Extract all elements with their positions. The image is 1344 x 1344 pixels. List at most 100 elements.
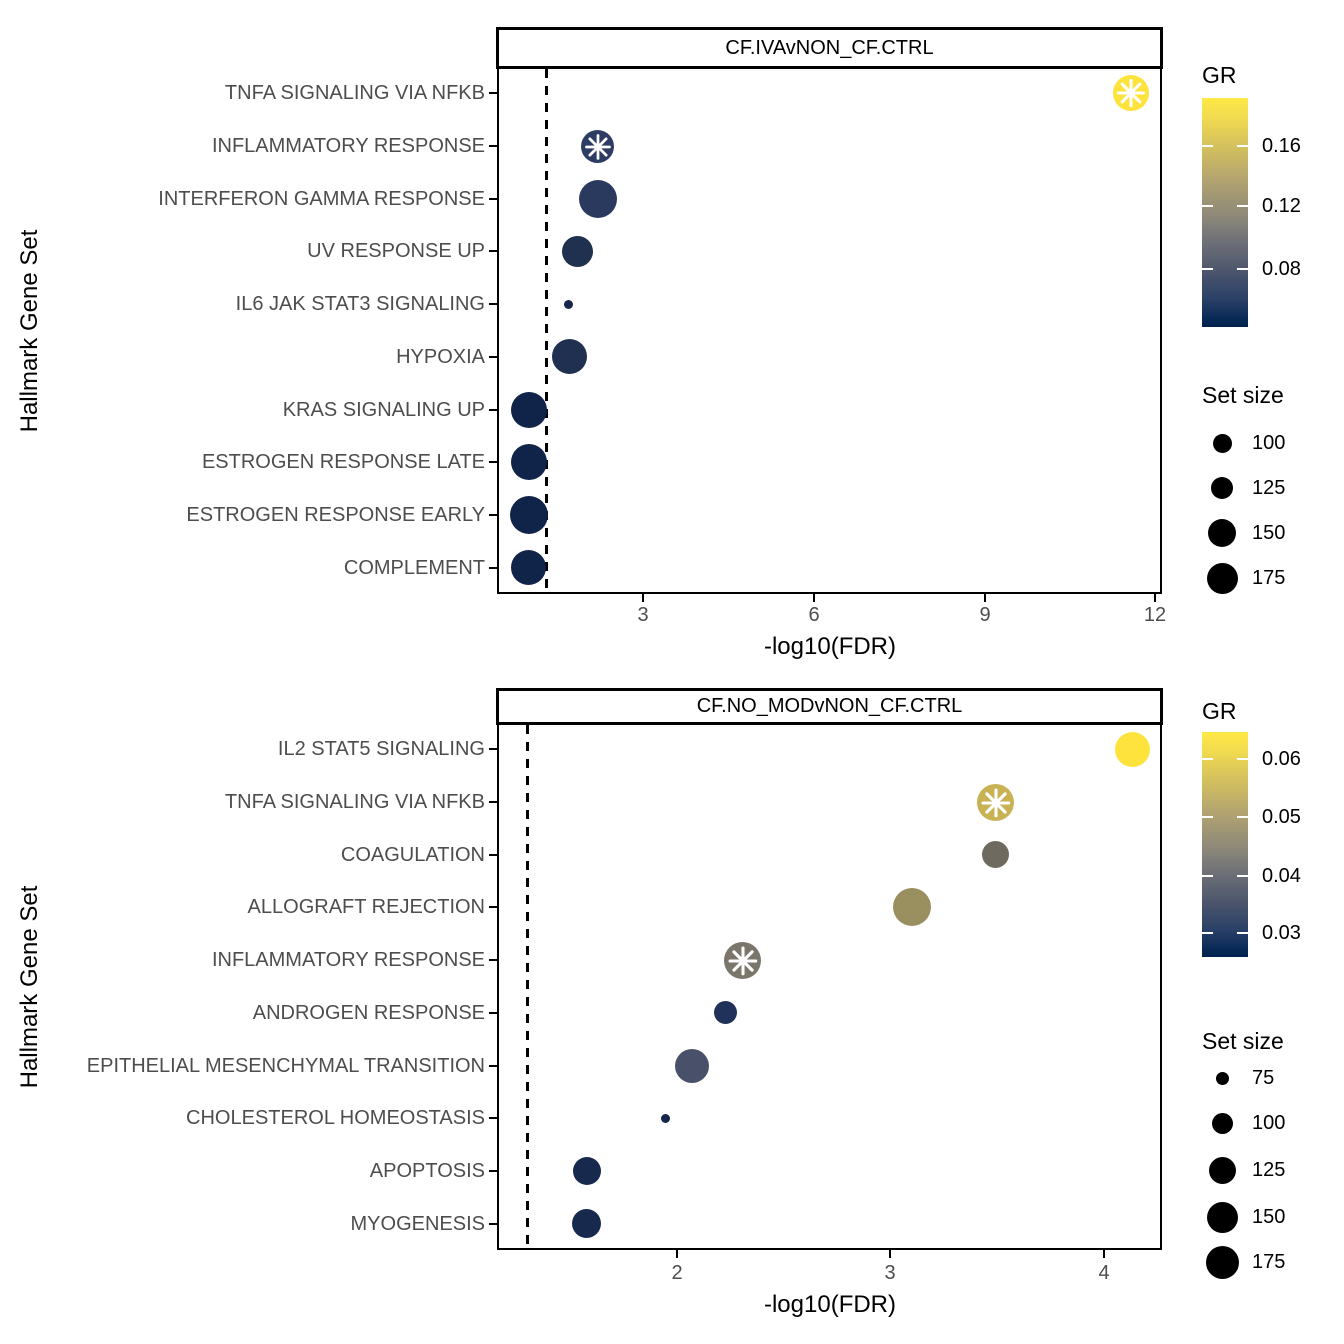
gr-legend-label: 0.05 [1262,806,1301,828]
y-axis-tick [489,854,497,856]
data-point [982,841,1009,868]
significance-asterisk-icon [981,788,1010,817]
significance-asterisk-icon [1116,78,1146,108]
y-axis-tick [489,461,497,463]
y-axis-label: APOPTOSIS [369,1160,485,1182]
set-size-legend-dot [1216,1072,1229,1085]
gr-legend-label: 0.12 [1262,195,1301,217]
gr-legend-label: 0.08 [1262,258,1301,280]
x-axis-tick-label: 6 [808,604,820,626]
y-axis-label: EPITHELIAL MESENCHYMAL TRANSITION [86,1055,485,1077]
y-axis-label: COMPLEMENT [343,557,485,579]
x-axis-tick-label: 12 [1143,604,1167,626]
y-axis-label: HYPOXIA [396,346,485,368]
gr-colorbar-tick [1237,268,1248,270]
x-axis-title: -log10(FDR) [763,1291,897,1318]
fdr-threshold-line [526,725,529,1248]
y-axis-label: ESTROGEN RESPONSE LATE [201,451,485,473]
gr-colorbar-tick [1202,205,1213,207]
y-axis-tick [489,356,497,358]
set-size-legend-label: 125 [1252,1159,1286,1181]
y-axis-tick [489,801,497,803]
gr-colorbar-tick [1202,145,1213,147]
data-point [675,1049,709,1083]
data-point [977,784,1014,821]
y-axis-tick [489,198,497,200]
plot-panel [497,723,1162,1250]
gr-colorbar-tick [1237,145,1248,147]
facet-strip: CF.IVAvNON_CF.CTRL [496,27,1163,69]
gr-colorbar-tick [1202,816,1213,818]
y-axis-tick [489,1012,497,1014]
gr-legend-title: GR [1202,698,1237,724]
y-axis-label: MYOGENESIS [350,1213,485,1235]
gr-colorbar-tick [1237,816,1248,818]
facet-strip-label: CF.IVAvNON_CF.CTRL [725,36,934,59]
gr-colorbar [1202,98,1248,327]
gr-legend-label: 0.03 [1262,922,1301,944]
set-size-legend-label: 175 [1252,1251,1286,1273]
y-axis-tick [489,1223,497,1225]
data-point [552,339,587,374]
data-point [714,1001,737,1024]
set-size-legend-title: Set size [1202,382,1284,408]
x-axis-tick-label: 4 [1098,1262,1110,1284]
fdr-threshold-line [545,69,548,592]
set-size-legend-label: 150 [1252,1206,1286,1228]
x-axis-tick [676,1250,678,1258]
set-size-legend-dot [1212,1113,1233,1134]
data-point [564,300,573,309]
gr-colorbar-tick [1202,932,1213,934]
y-axis-tick [489,250,497,252]
y-axis-title: Hallmark Gene Set [16,885,43,1089]
significance-asterisk-icon [728,946,757,975]
set-size-legend-dot [1213,434,1232,453]
set-size-legend-label: 175 [1252,567,1286,589]
gr-colorbar-tick [1237,932,1248,934]
y-axis-tick [489,303,497,305]
data-point [579,180,617,218]
y-axis-label: ALLOGRAFT REJECTION [247,896,485,918]
data-point [1113,75,1149,111]
set-size-legend-dot [1207,563,1238,594]
y-axis-label: ANDROGEN RESPONSE [252,1002,485,1024]
y-axis-label: TNFA SIGNALING VIA NFKB [224,791,485,813]
x-axis-tick-label: 3 [884,1262,896,1284]
x-axis-tick [889,1250,891,1258]
gr-colorbar-tick [1237,758,1248,760]
data-point [511,550,546,585]
set-size-legend-label: 100 [1252,1112,1286,1134]
y-axis-title: Hallmark Gene Set [16,229,43,433]
set-size-legend-dot [1209,1157,1236,1184]
y-axis-label: ESTROGEN RESPONSE EARLY [186,504,485,526]
data-point [511,392,547,428]
data-point [572,1209,601,1238]
x-axis-tick-label: 2 [671,1262,683,1284]
x-axis-tick [1154,594,1156,602]
set-size-legend-dot [1207,1202,1238,1233]
set-size-legend-dot [1211,477,1233,499]
y-axis-label: INTERFERON GAMMA RESPONSE [158,188,485,210]
y-axis-tick [489,409,497,411]
set-size-legend-dot [1206,1246,1239,1279]
y-axis-tick [489,906,497,908]
y-axis-tick [489,959,497,961]
data-point [511,444,547,480]
data-point [661,1114,670,1123]
x-axis-tick-label: 3 [637,604,649,626]
gr-colorbar-tick [1237,205,1248,207]
y-axis-tick [489,145,497,147]
data-point [562,236,593,267]
y-axis-label: TNFA SIGNALING VIA NFKB [224,82,485,104]
y-axis-label: IL2 STAT5 SIGNALING [277,738,485,760]
data-point [510,496,548,534]
significance-asterisk-icon [584,133,611,160]
y-axis-tick [489,1065,497,1067]
y-axis-label: KRAS SIGNALING UP [282,399,485,421]
y-axis-tick [489,1117,497,1119]
data-point [724,942,761,979]
facet-strip: CF.NO_MODvNON_CF.CTRL [496,688,1163,725]
gr-legend-label: 0.16 [1262,135,1301,157]
gr-legend-label: 0.06 [1262,748,1301,770]
